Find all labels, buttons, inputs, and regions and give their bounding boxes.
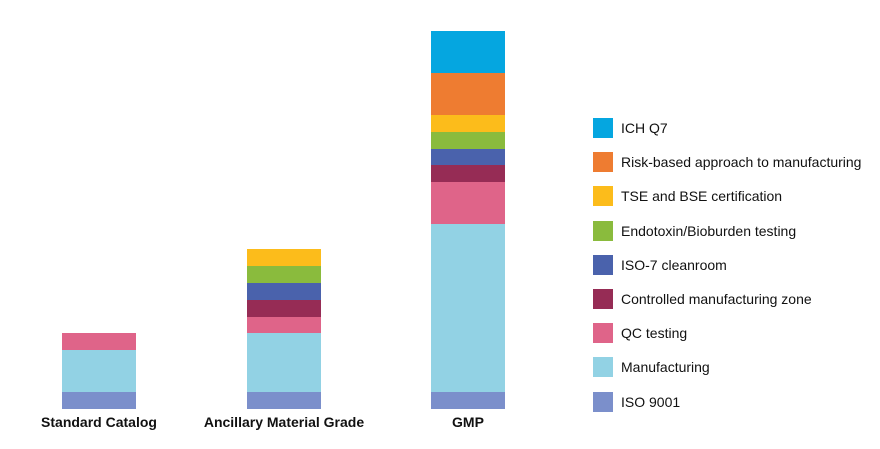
legend-label-risk-based-approach-to-manufacturing: Risk-based approach to manufacturing <box>621 154 861 170</box>
bar-segment-gmp-tse-and-bse-certification <box>431 115 505 132</box>
bar-segment-gmp-iso-9001 <box>431 392 505 409</box>
legend-label-iso-9001: ISO 9001 <box>621 394 680 410</box>
bar-segment-ancillary-material-grade-qc-testing <box>247 317 321 333</box>
bars-group <box>62 31 505 409</box>
bar-segment-standard-catalog-iso-9001 <box>62 392 136 409</box>
legend-swatch-ich-q7 <box>593 118 613 138</box>
category-labels: Standard Catalog Ancillary Material Grade… <box>41 414 484 430</box>
bar-segment-standard-catalog-manufacturing <box>62 350 136 392</box>
legend-swatch-endotoxin-bioburden-testing <box>593 221 613 241</box>
legend-swatch-iso-7-cleanroom <box>593 255 613 275</box>
legend-label-tse-and-bse-certification: TSE and BSE certification <box>621 188 782 204</box>
legend-swatch-qc-testing <box>593 323 613 343</box>
legend-label-controlled-manufacturing-zone: Controlled manufacturing zone <box>621 291 812 307</box>
legend-swatch-risk-based-approach-to-manufacturing <box>593 152 613 172</box>
bar-segment-gmp-iso-7-cleanroom <box>431 149 505 165</box>
bar-segment-ancillary-material-grade-iso-7-cleanroom <box>247 283 321 300</box>
legend-label-ich-q7: ICH Q7 <box>621 120 668 136</box>
bar-segment-gmp-endotoxin-bioburden-testing <box>431 132 505 149</box>
bar-segment-gmp-ich-q7 <box>431 31 505 73</box>
legend-swatch-manufacturing <box>593 357 613 377</box>
category-label-standard-catalog: Standard Catalog <box>41 414 157 430</box>
bar-segment-gmp-risk-based-approach-to-manufacturing <box>431 73 505 115</box>
legend-label-endotoxin-bioburden-testing: Endotoxin/Bioburden testing <box>621 223 796 239</box>
bar-segment-ancillary-material-grade-endotoxin-bioburden-testing <box>247 266 321 283</box>
category-label-ancillary-material-grade: Ancillary Material Grade <box>204 414 365 430</box>
legend-label-iso-7-cleanroom: ISO-7 cleanroom <box>621 257 727 273</box>
bar-segment-gmp-manufacturing <box>431 224 505 392</box>
bar-segment-standard-catalog-qc-testing <box>62 333 136 350</box>
legend-swatch-controlled-manufacturing-zone <box>593 289 613 309</box>
legend-label-qc-testing: QC testing <box>621 325 687 341</box>
bar-segment-ancillary-material-grade-controlled-manufacturing-zone <box>247 300 321 317</box>
legend-swatch-tse-and-bse-certification <box>593 186 613 206</box>
legend-swatch-iso-9001 <box>593 392 613 412</box>
legend-label-manufacturing: Manufacturing <box>621 359 710 375</box>
bar-segment-gmp-qc-testing <box>431 182 505 224</box>
bar-segment-ancillary-material-grade-manufacturing <box>247 333 321 392</box>
bar-segment-ancillary-material-grade-tse-and-bse-certification <box>247 249 321 266</box>
bar-segment-ancillary-material-grade-iso-9001 <box>247 392 321 409</box>
bar-segment-gmp-controlled-manufacturing-zone <box>431 165 505 182</box>
category-label-gmp: GMP <box>452 414 484 430</box>
legend: ICH Q7 Risk-based approach to manufacturi… <box>593 118 861 412</box>
